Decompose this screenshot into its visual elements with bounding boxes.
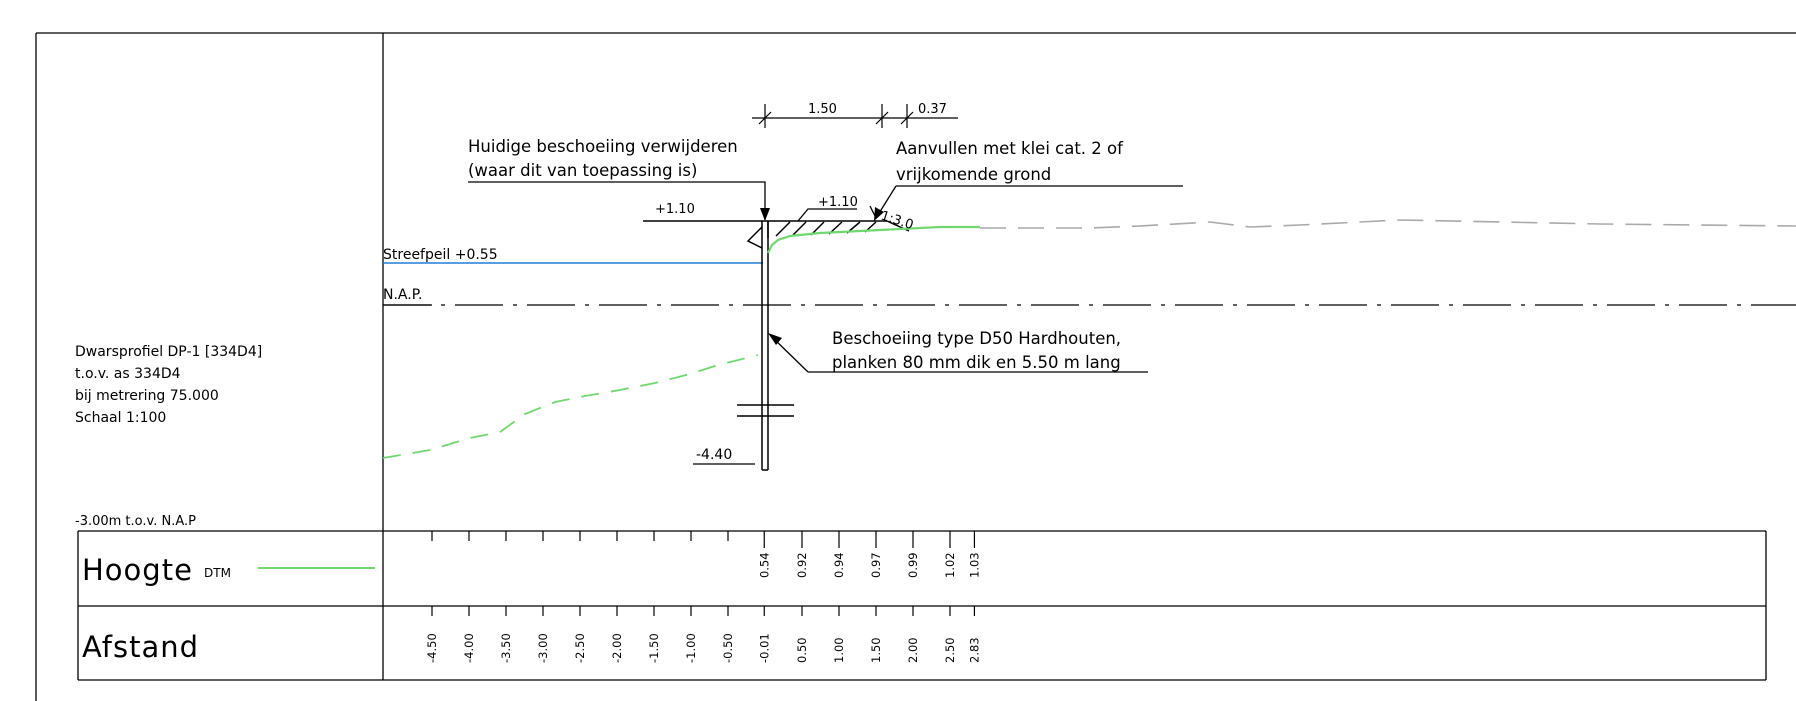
info-line-2: t.o.v. as 334D4 — [75, 366, 181, 382]
hoogte-value: 1.03 — [967, 552, 981, 578]
fill-label-line1: Aanvullen met klei cat. 2 of — [896, 139, 1124, 158]
nap-line: N.A.P. — [383, 287, 1796, 306]
annotation-sheet-piling: Beschoeiing type D50 Hardhouten, planken… — [768, 329, 1148, 373]
afstand-value: -3.00 — [536, 633, 550, 663]
level-right-label: +1.10 — [818, 195, 858, 210]
level-marker-left: +1.10 — [643, 202, 768, 222]
afstand-value: -4.00 — [462, 633, 476, 663]
afstand-ticks: -4.50 -4.00 -3.50 -3.00 -2.50 -2.00 -1.50 -1.00… — [425, 606, 981, 663]
afstand-value: -2.50 — [573, 633, 587, 663]
info-line-1: Dwarsprofiel DP-1 [334D4] — [75, 344, 262, 360]
underwater-bottom — [382, 354, 759, 459]
tip-level-label: -4.40 — [696, 447, 732, 463]
afstand-value: -3.50 — [499, 633, 513, 663]
hoogte-value: 0.97 — [869, 552, 883, 578]
afstand-value: -2.00 — [610, 633, 624, 663]
afstand-value: 2.83 — [967, 637, 981, 663]
existing-ground-far — [980, 219, 1796, 229]
profile-info: Dwarsprofiel DP-1 [334D4] t.o.v. as 334D… — [75, 344, 262, 529]
hoogte-label: Hoogte — [82, 553, 193, 587]
dtm-surface — [767, 225, 980, 254]
afstand-value: -1.50 — [647, 633, 661, 663]
fill-label-line2: vrijkomende grond — [896, 165, 1051, 184]
remove-label-line1: Huidige beschoeiing verwijderen — [468, 137, 738, 156]
sheet-label-line1: Beschoeiing type D50 Hardhouten, — [832, 329, 1121, 348]
afstand-label: Afstand — [82, 630, 199, 664]
streefpeil-line: Streefpeil +0.55 — [383, 247, 763, 264]
remove-label-line2: (waar dit van toepassing is) — [468, 161, 697, 180]
dim-a-label: 1.50 — [808, 102, 837, 117]
dtm-label: DTM — [204, 566, 231, 580]
hoogte-value: 0.92 — [795, 552, 809, 578]
afstand-value: 2.00 — [906, 637, 920, 663]
drawing-frame — [35, 32, 1796, 701]
info-line-4: Schaal 1:100 — [75, 410, 166, 426]
afstand-value: 2.50 — [943, 637, 957, 663]
hoogte-value: 0.54 — [757, 552, 771, 578]
annotation-fill: Aanvullen met klei cat. 2 of vrijkomende… — [874, 139, 1183, 221]
level-left-label: +1.10 — [655, 202, 695, 217]
dim-b-label: 0.37 — [918, 102, 947, 117]
hoogte-value: 1.02 — [943, 552, 957, 578]
sheet-label-line2: planken 80 mm dik en 5.50 m lang — [832, 353, 1121, 372]
dimension-top — [752, 104, 958, 128]
afstand-value: -0.01 — [757, 633, 771, 663]
hoogte-ticks: 0.54 0.92 0.94 0.97 0.99 1.02 1.03 — [431, 531, 981, 578]
tip-level-marker: -4.40 — [693, 447, 755, 465]
reference-level-label: -3.00m t.o.v. N.A.P — [75, 514, 196, 529]
hoogte-value: 0.94 — [832, 552, 846, 578]
afstand-value: -1.00 — [684, 633, 698, 663]
annotation-remove: Huidige beschoeiing verwijderen (waar di… — [468, 137, 770, 221]
hoogte-value: 0.99 — [906, 552, 920, 578]
afstand-value: 1.50 — [869, 637, 883, 663]
streefpeil-label: Streefpeil +0.55 — [383, 247, 498, 263]
level-marker-right: +1.10 — [797, 195, 858, 222]
afstand-value: -4.50 — [425, 633, 439, 663]
nap-label: N.A.P. — [383, 287, 422, 303]
afstand-value: 0.50 — [795, 637, 809, 663]
afstand-value: -0.50 — [721, 633, 735, 663]
profile-table — [77, 530, 1767, 681]
afstand-value: 1.00 — [832, 637, 846, 663]
sheet-piling — [737, 221, 794, 471]
info-line-3: bij metrering 75.000 — [75, 388, 219, 404]
